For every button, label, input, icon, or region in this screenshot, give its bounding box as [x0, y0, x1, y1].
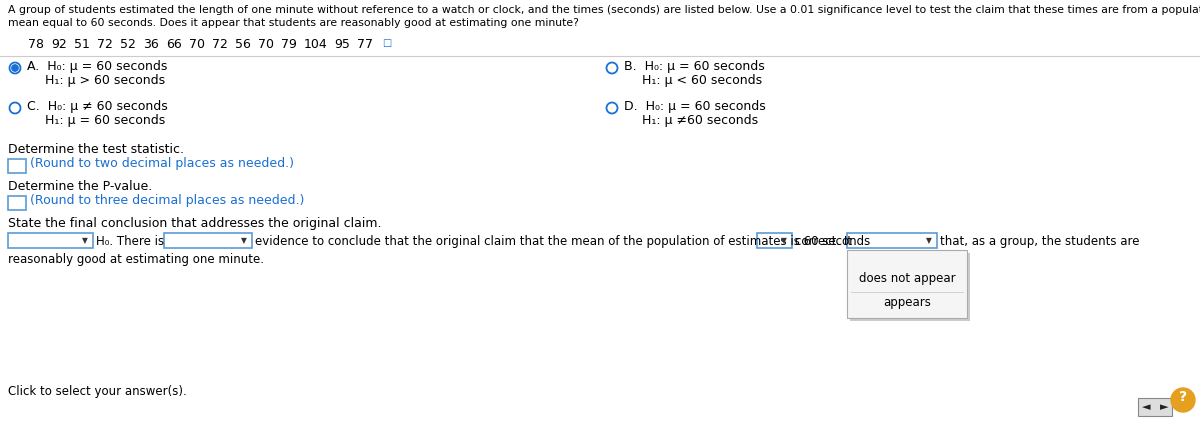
Text: Click to select your answer(s).: Click to select your answer(s).	[8, 385, 187, 398]
Text: B.  H₀: μ = 60 seconds: B. H₀: μ = 60 seconds	[624, 60, 764, 73]
Text: □: □	[383, 38, 391, 48]
Text: 79: 79	[281, 38, 296, 51]
FancyBboxPatch shape	[850, 253, 970, 321]
Text: State the final conclusion that addresses the original claim.: State the final conclusion that addresse…	[8, 217, 382, 230]
Text: reasonably good at estimating one minute.: reasonably good at estimating one minute…	[8, 253, 264, 266]
Text: ▼: ▼	[241, 236, 247, 245]
Text: correct. It: correct. It	[796, 235, 852, 248]
Text: ?: ?	[1178, 390, 1187, 404]
Text: 95: 95	[335, 38, 350, 51]
Text: Determine the test statistic.: Determine the test statistic.	[8, 143, 184, 156]
Text: 72: 72	[212, 38, 228, 51]
Text: evidence to conclude that the original claim that the mean of the population of : evidence to conclude that the original c…	[256, 235, 870, 248]
Text: 92: 92	[50, 38, 67, 51]
Text: ►: ►	[1159, 402, 1169, 412]
Text: that, as a group, the students are: that, as a group, the students are	[940, 235, 1140, 248]
Text: 70: 70	[190, 38, 205, 51]
Text: 52: 52	[120, 38, 136, 51]
Text: 66: 66	[166, 38, 181, 51]
FancyBboxPatch shape	[8, 196, 26, 210]
FancyBboxPatch shape	[8, 159, 26, 173]
Text: A.  H₀: μ = 60 seconds: A. H₀: μ = 60 seconds	[28, 60, 167, 73]
FancyBboxPatch shape	[164, 233, 252, 248]
Text: 36: 36	[143, 38, 158, 51]
Text: C.  H₀: μ ≠ 60 seconds: C. H₀: μ ≠ 60 seconds	[28, 100, 168, 113]
FancyBboxPatch shape	[847, 250, 967, 318]
Text: 104: 104	[304, 38, 328, 51]
Text: 56: 56	[235, 38, 251, 51]
FancyBboxPatch shape	[8, 233, 94, 248]
Circle shape	[1171, 388, 1195, 412]
Text: ▼: ▼	[781, 236, 787, 245]
Text: H₁: μ = 60 seconds: H₁: μ = 60 seconds	[46, 114, 166, 127]
Text: H₀. There is: H₀. There is	[96, 235, 164, 248]
Circle shape	[12, 65, 18, 71]
Text: Determine the P-value.: Determine the P-value.	[8, 180, 152, 193]
Text: appears: appears	[883, 296, 931, 309]
Text: mean equal to 60 seconds. Does it appear that students are reasonably good at es: mean equal to 60 seconds. Does it appear…	[8, 18, 578, 28]
Text: H₁: μ < 60 seconds: H₁: μ < 60 seconds	[642, 74, 762, 87]
Text: 51: 51	[74, 38, 90, 51]
Text: 70: 70	[258, 38, 274, 51]
Text: H₁: μ > 60 seconds: H₁: μ > 60 seconds	[46, 74, 166, 87]
FancyBboxPatch shape	[757, 233, 792, 248]
Text: D.  H₀: μ = 60 seconds: D. H₀: μ = 60 seconds	[624, 100, 766, 113]
FancyBboxPatch shape	[1138, 398, 1172, 416]
Text: (Round to two decimal places as needed.): (Round to two decimal places as needed.)	[30, 157, 294, 170]
Text: 77: 77	[358, 38, 373, 51]
Text: 72: 72	[97, 38, 113, 51]
FancyBboxPatch shape	[847, 233, 937, 248]
Text: does not appear: does not appear	[859, 272, 955, 285]
Text: ▼: ▼	[926, 236, 932, 245]
Text: 78: 78	[28, 38, 44, 51]
Text: A group of students estimated the length of one minute without reference to a wa: A group of students estimated the length…	[8, 5, 1200, 15]
Text: H₁: μ ≠60 seconds: H₁: μ ≠60 seconds	[642, 114, 758, 127]
Text: ▼: ▼	[82, 236, 88, 245]
Text: (Round to three decimal places as needed.): (Round to three decimal places as needed…	[30, 194, 305, 207]
Text: ◄: ◄	[1141, 402, 1151, 412]
